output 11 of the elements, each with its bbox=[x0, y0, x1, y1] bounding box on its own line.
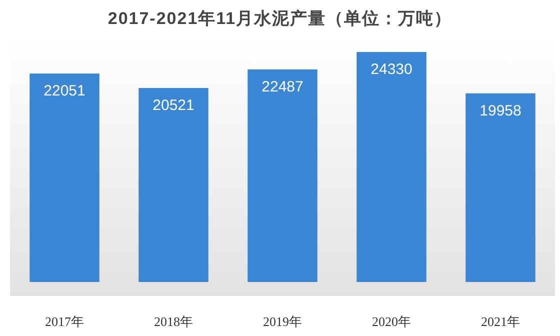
x-tick-label: 2017年 bbox=[45, 314, 84, 329]
data-label: 20521 bbox=[152, 97, 194, 114]
x-tick-label: 2018年 bbox=[154, 314, 193, 329]
data-label: 22487 bbox=[262, 78, 304, 96]
chart-title: 2017-2021年11月水泥产量（单位：万吨） bbox=[108, 9, 452, 28]
data-label: 22051 bbox=[44, 82, 86, 100]
x-tick-label: 2021年 bbox=[481, 314, 520, 329]
data-label: 24330 bbox=[370, 61, 412, 78]
data-label: 19958 bbox=[480, 102, 522, 120]
x-tick-label: 2020年 bbox=[372, 314, 411, 329]
x-tick-label: 2019年 bbox=[263, 314, 302, 329]
